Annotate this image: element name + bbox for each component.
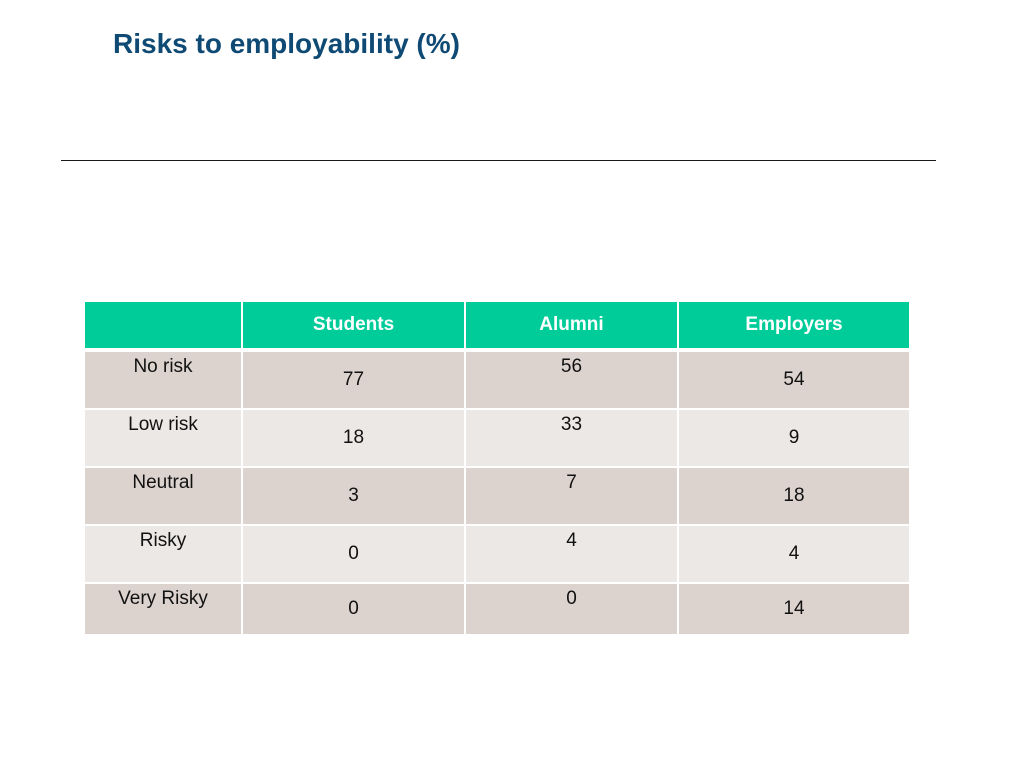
students-value: 0 — [242, 525, 466, 584]
title-divider — [61, 160, 936, 161]
row-label: Neutral — [85, 467, 243, 526]
students-value: 3 — [242, 467, 466, 526]
alumni-value: 56 — [465, 350, 679, 410]
table-row: No risk 77 56 54 — [85, 350, 909, 410]
header-students: Students — [242, 302, 466, 352]
table-row: Low risk 18 33 9 — [85, 409, 909, 468]
employers-value: 54 — [678, 350, 909, 410]
header-employers: Employers — [678, 302, 909, 352]
alumni-value: 4 — [465, 525, 679, 584]
employers-value: 9 — [678, 409, 909, 468]
header-blank-cell — [85, 302, 243, 352]
students-value: 77 — [242, 350, 466, 410]
header-alumni: Alumni — [465, 302, 679, 352]
students-value: 0 — [242, 583, 466, 636]
risk-table: Students Alumni Employers No risk 77 56 … — [85, 302, 909, 636]
students-value: 18 — [242, 409, 466, 468]
row-label: Low risk — [85, 409, 243, 468]
row-label: Very Risky — [85, 583, 243, 636]
slide-title: Risks to employability (%) — [113, 28, 460, 59]
table-row: Risky 0 4 4 — [85, 525, 909, 584]
row-label: Risky — [85, 525, 243, 584]
employers-value: 4 — [678, 525, 909, 584]
employers-value: 18 — [678, 467, 909, 526]
alumni-value: 7 — [465, 467, 679, 526]
table-row: Neutral 3 7 18 — [85, 467, 909, 526]
alumni-value: 33 — [465, 409, 679, 468]
employers-value: 14 — [678, 583, 909, 636]
alumni-value: 0 — [465, 583, 679, 636]
row-label: No risk — [85, 350, 243, 410]
table-row: Very Risky 0 0 14 — [85, 583, 909, 636]
table-header-row: Students Alumni Employers — [85, 302, 909, 352]
